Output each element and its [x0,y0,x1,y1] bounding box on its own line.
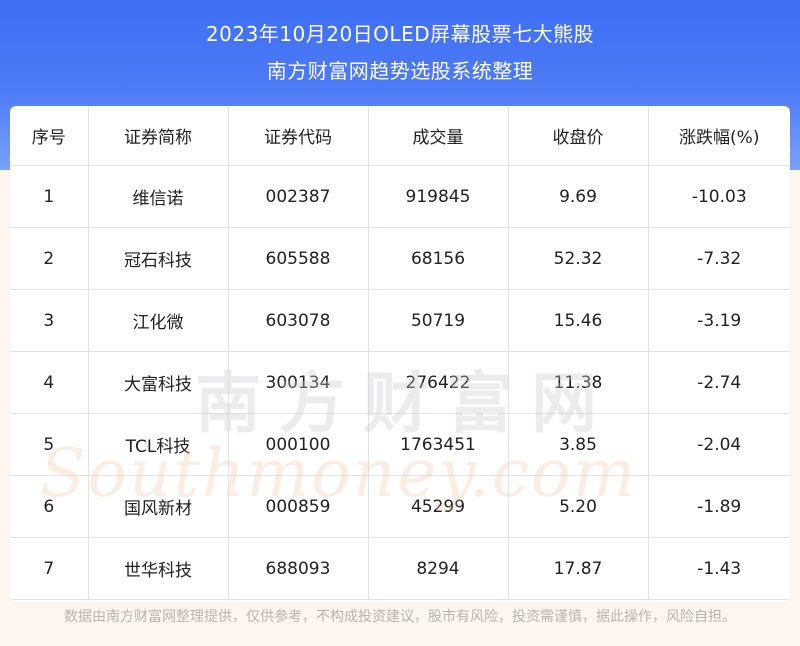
table-cell: 3 [10,289,89,352]
table-cell: 605588 [227,227,369,290]
table-cell: -3.19 [647,289,790,352]
table-row: 7 世华科技 688093 8294 17.87 -1.43 [10,537,790,600]
table-cell: 50719 [367,289,509,352]
table-cell: -7.32 [647,227,790,290]
table-cell: 2 [10,227,89,290]
table-cell: 3.85 [507,413,649,476]
table-cell: 维信诺 [87,165,229,228]
table-cell: 919845 [367,165,509,228]
table-cell: 15.46 [507,289,649,352]
table-cell: 大富科技 [87,351,229,414]
table-row: 4 大富科技 300134 276422 11.38 -2.74 [10,351,790,414]
stock-table: 序号 证券简称 证券代码 成交量 收盘价 涨跌幅(%) 1 维信诺 002387 91… [10,106,790,600]
table-cell: 688093 [227,537,369,600]
table-cell: 52.32 [507,227,649,290]
table-cell: 5.20 [507,475,649,538]
column-header: 成交量 [367,106,509,166]
table-row: 3 江化微 603078 50719 15.46 -3.19 [10,289,790,352]
table-cell: 冠石科技 [87,227,229,290]
table-row: 2 冠石科技 605588 68156 52.32 -7.32 [10,227,790,290]
table-cell: 1763451 [367,413,509,476]
table-row: 1 维信诺 002387 919845 9.69 -10.03 [10,165,790,228]
table-cell: 276422 [367,351,509,414]
table-cell: -1.43 [647,537,790,600]
table-cell: -2.04 [647,413,790,476]
table-cell: 国风新材 [87,475,229,538]
page-subtitle: 南方财富网趋势选股系统整理 [266,59,534,83]
table-cell: 17.87 [507,537,649,600]
page-title: 2023年10月20日OLED屏幕股票七大熊股 [205,22,595,46]
column-header: 收盘价 [507,106,649,166]
table-cell: 9.69 [507,165,649,228]
table-cell: -1.89 [647,475,790,538]
table-cell: TCL科技 [87,413,229,476]
table-cell: 68156 [367,227,509,290]
table-cell: -2.74 [647,351,790,414]
table-cell: 6 [10,475,89,538]
column-header: 涨跌幅(%) [647,106,790,166]
column-header: 证券代码 [227,106,369,166]
table-cell: -10.03 [647,165,790,228]
disclaimer-text: 数据由南方财富网整理提供，仅供参考，不构成投资建议，股市有风险，投资需谨慎，据此… [64,609,736,625]
table-cell: 1 [10,165,89,228]
table-cell: 45299 [367,475,509,538]
table-cell: 7 [10,537,89,600]
table-header-row: 序号 证券简称 证券代码 成交量 收盘价 涨跌幅(%) [10,106,790,166]
column-header: 证券简称 [87,106,229,166]
table-cell: 4 [10,351,89,414]
table-cell: 603078 [227,289,369,352]
table-cell: 002387 [227,165,369,228]
table-cell: 江化微 [87,289,229,352]
table-cell: 8294 [367,537,509,600]
table-row: 5 TCL科技 000100 1763451 3.85 -2.04 [10,413,790,476]
column-header: 序号 [10,106,89,166]
table-card: 序号 证券简称 证券代码 成交量 收盘价 涨跌幅(%) 1 维信诺 002387 91… [10,106,790,602]
table-cell: 11.38 [507,351,649,414]
table-cell: 5 [10,413,89,476]
table-cell: 300134 [227,351,369,414]
table-cell: 000100 [227,413,369,476]
table-cell: 000859 [227,475,369,538]
table-cell: 世华科技 [87,537,229,600]
table-row: 6 国风新材 000859 45299 5.20 -1.89 [10,475,790,538]
